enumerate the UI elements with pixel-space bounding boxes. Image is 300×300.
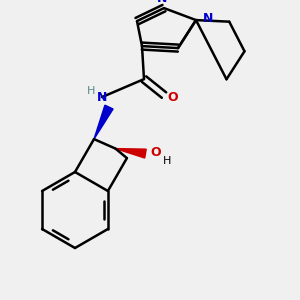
Text: N: N: [203, 12, 213, 25]
Text: O: O: [168, 91, 178, 103]
Text: N: N: [97, 91, 107, 103]
Text: N: N: [157, 0, 167, 4]
Polygon shape: [116, 148, 146, 158]
Text: O: O: [150, 146, 161, 159]
Text: H: H: [87, 86, 95, 96]
Text: H: H: [163, 156, 172, 166]
Polygon shape: [94, 105, 113, 139]
